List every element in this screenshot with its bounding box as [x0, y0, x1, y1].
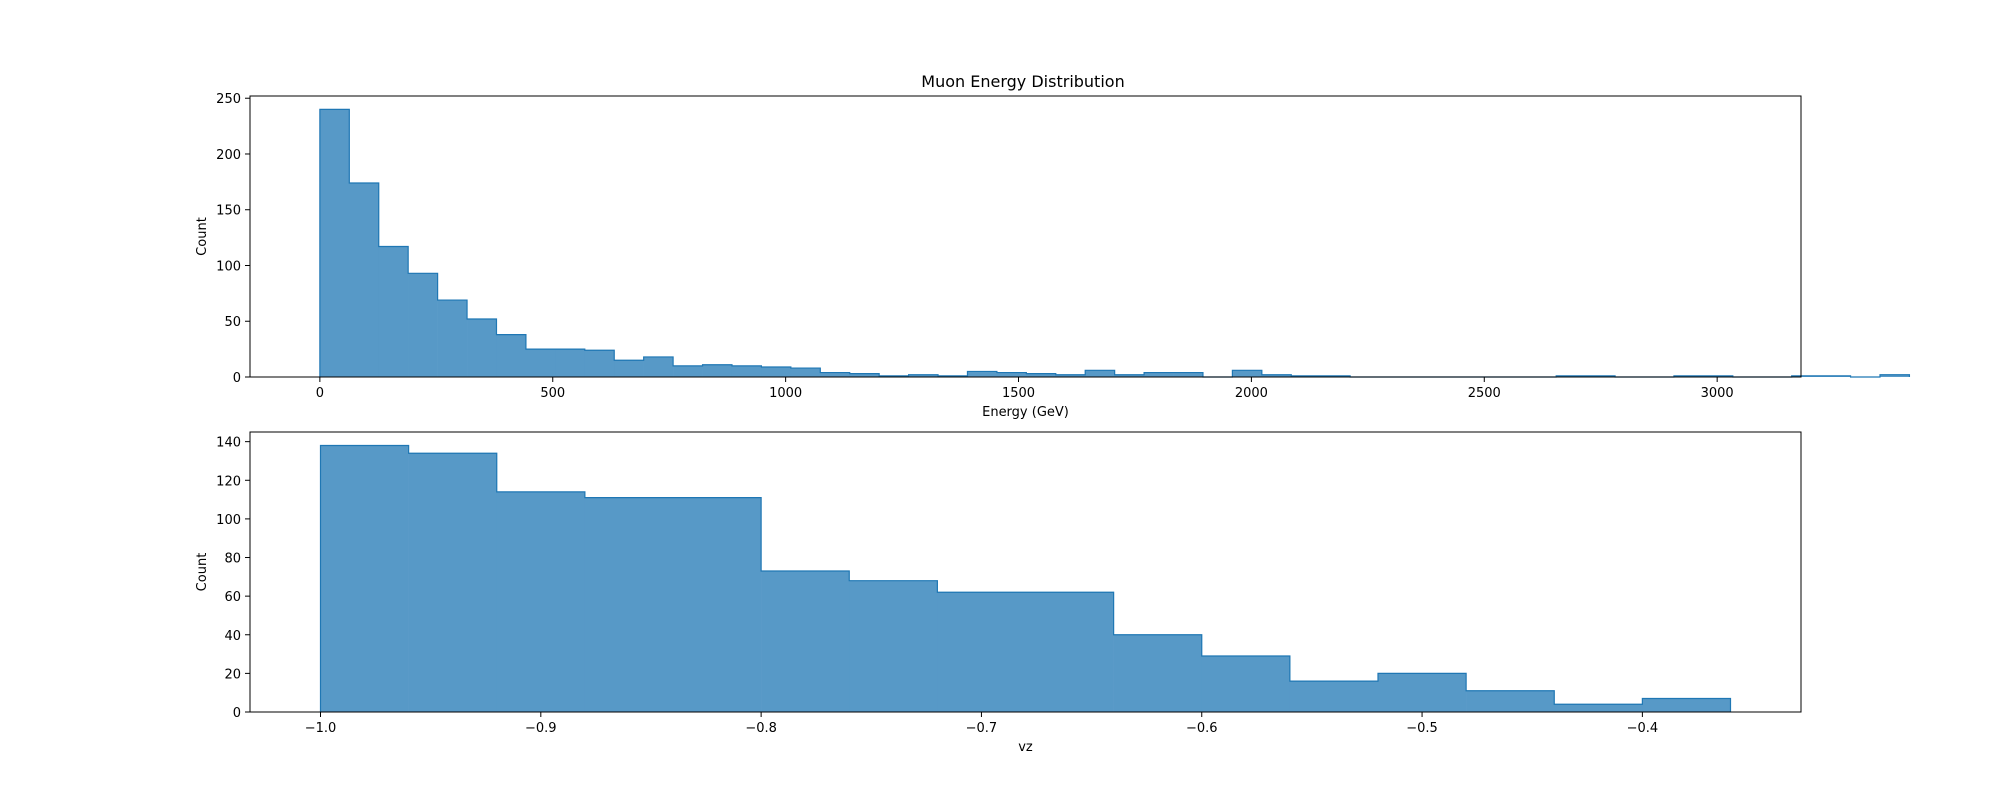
x-tick-label: 1000	[769, 386, 802, 401]
histogram-bar	[1642, 698, 1731, 712]
y-tick-label: 20	[224, 667, 241, 682]
x-tick-label: −0.7	[966, 721, 998, 736]
histogram-bar	[467, 319, 497, 377]
x-tick-label: 500	[540, 386, 565, 401]
y-tick-label: 200	[216, 148, 241, 163]
figure-title: Muon Energy Distribution	[921, 72, 1124, 91]
vz-axes-frame	[249, 431, 1802, 713]
histogram-bar	[761, 366, 792, 377]
histogram-bar	[584, 497, 674, 712]
y-tick-label: 100	[216, 259, 241, 274]
histogram-bar	[761, 571, 850, 712]
histogram-bar	[790, 368, 821, 377]
histogram-bar	[1114, 374, 1145, 377]
histogram-bar	[1173, 372, 1204, 377]
x-tick-label: −0.6	[1186, 721, 1218, 736]
histogram-bar	[1289, 681, 1379, 712]
vz-ticks: −1.0 −0.9 −0.8 −0.7 −0.6 −0.5 −0.4 0 20 40 60 80 100…	[216, 436, 1658, 736]
histogram-bar	[525, 349, 556, 377]
histogram-bar	[1026, 373, 1057, 377]
histogram-bar	[1879, 374, 1910, 377]
y-tick-label: 100	[216, 513, 241, 528]
energy-y-axis-label: Count	[195, 217, 210, 256]
histogram-bar	[408, 273, 438, 377]
histogram-bar	[496, 334, 527, 377]
histogram-bar	[1113, 634, 1203, 712]
histogram-bar	[967, 371, 998, 377]
histogram-bar	[937, 592, 1026, 712]
histogram-bar	[702, 364, 733, 377]
energy-histogram: 0 500 1000 1500 2000 2500 3000050100150200250 …	[195, 92, 1911, 420]
y-tick-label: 150	[216, 204, 241, 219]
histogram-bar	[408, 453, 498, 712]
histogram-bar	[614, 360, 644, 377]
vz-x-axis-label: vz	[1018, 740, 1033, 755]
histogram-bar	[319, 109, 350, 377]
x-tick-label: −1.0	[305, 721, 337, 736]
x-tick-label: 1500	[1002, 386, 1035, 401]
histogram-bar	[908, 374, 939, 377]
histogram-bar	[731, 365, 762, 377]
histogram-step-outline	[319, 444, 1732, 712]
energy-axes-frame	[249, 95, 1802, 378]
histogram-bar	[1201, 656, 1291, 712]
histogram-bar	[1554, 704, 1643, 712]
y-tick-label: 50	[224, 315, 241, 330]
histogram-bar	[849, 580, 938, 712]
histogram-bar	[349, 182, 380, 377]
histogram-step-outline	[319, 108, 1911, 378]
histogram-bar	[1085, 370, 1115, 377]
y-tick-label: 60	[224, 590, 241, 605]
x-tick-label: 2000	[1235, 386, 1268, 401]
energy-x-axis-label: Energy (GeV)	[982, 405, 1069, 420]
x-tick-label: −0.8	[745, 721, 777, 736]
histogram-bar	[849, 373, 880, 377]
histogram-bar	[1261, 374, 1292, 377]
vz-histogram: −1.0 −0.9 −0.8 −0.7 −0.6 −0.5 −0.4 0 20 40 60 80 100…	[195, 431, 1802, 755]
histogram-bar	[643, 356, 674, 377]
histogram-bar	[1144, 372, 1174, 377]
y-tick-label: 140	[216, 436, 241, 451]
y-tick-label: 250	[216, 92, 241, 107]
x-tick-label: −0.4	[1627, 721, 1659, 736]
y-tick-label: 120	[216, 474, 241, 489]
y-tick-label: 80	[224, 552, 241, 567]
x-tick-label: 2500	[1468, 386, 1501, 401]
histogram-bar	[1055, 374, 1086, 377]
histogram-bar	[437, 300, 468, 377]
histogram-bar	[996, 372, 1027, 377]
histogram-bar	[1466, 690, 1555, 712]
histogram-bar	[555, 349, 586, 377]
histogram-bar	[584, 350, 615, 377]
histogram-bar	[673, 497, 762, 712]
x-tick-label: 0	[316, 386, 324, 401]
histogram-bar	[496, 491, 586, 712]
y-tick-label: 0	[233, 371, 241, 386]
histogram-bar	[1378, 673, 1467, 712]
y-tick-label: 40	[224, 629, 241, 644]
histogram-bar	[820, 372, 851, 377]
x-tick-label: −0.9	[525, 721, 557, 736]
histogram-bar	[378, 246, 409, 377]
vz-bars	[319, 444, 1732, 712]
histogram-bar	[1025, 592, 1114, 712]
histogram-bar	[1232, 370, 1263, 377]
x-tick-label: 3000	[1701, 386, 1734, 401]
energy-bars	[319, 108, 1911, 378]
vz-y-axis-label: Count	[195, 553, 210, 592]
x-tick-label: −0.5	[1406, 721, 1438, 736]
energy-ticks: 0 500 1000 1500 2000 2500 3000 0 50 100 150 200 250	[216, 92, 1734, 401]
histogram-bar	[320, 445, 409, 712]
y-tick-label: 0	[233, 706, 241, 721]
histogram-bar	[673, 365, 703, 377]
